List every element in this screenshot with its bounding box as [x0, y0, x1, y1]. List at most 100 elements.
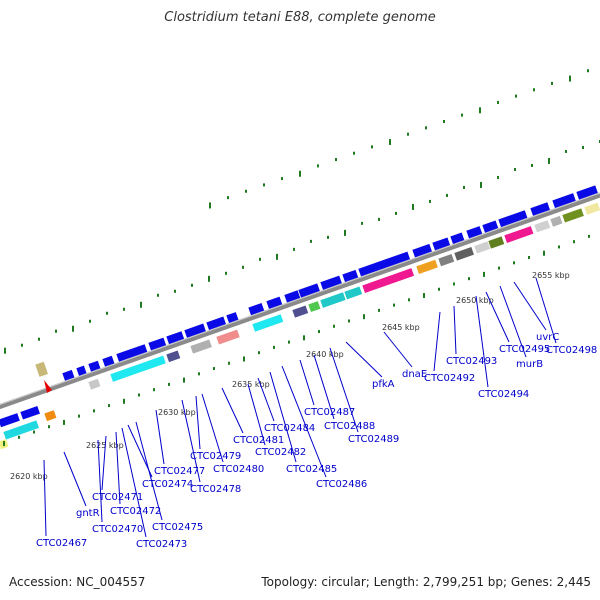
- gene-feature: [166, 331, 185, 345]
- gene-feature: [454, 247, 474, 261]
- outer-tick-track: [4, 69, 600, 354]
- kbp-label: 2655 kbp: [532, 271, 570, 280]
- callout-line: [115, 431, 121, 505]
- gene-label: CTC02478: [190, 484, 241, 495]
- gene-feature: [482, 220, 499, 233]
- gene-feature: [344, 286, 363, 300]
- gene-feature: [342, 269, 359, 283]
- gene-label: CTC02486: [316, 479, 367, 490]
- callout-line: [453, 305, 457, 355]
- gene-feature: [166, 350, 181, 363]
- gene-label: pfkA: [372, 379, 395, 390]
- callout-line: [195, 395, 201, 450]
- gene-feature: [308, 301, 321, 313]
- gene-feature: [412, 243, 432, 258]
- gene-feature: [292, 305, 309, 318]
- red-marker-icon: [44, 380, 52, 393]
- callout-line: [63, 451, 87, 507]
- callout-line: [201, 393, 224, 463]
- gene-feature: [184, 323, 206, 338]
- kbp-label: 2635 kbp: [232, 380, 270, 389]
- gene-feature: [248, 302, 265, 316]
- callout-line: [345, 341, 383, 378]
- gene-label: CTC02473: [136, 539, 187, 550]
- gene-label: CTC02479: [190, 451, 241, 462]
- map-title: Clostridium tetani E88, complete genome: [164, 10, 436, 25]
- gene-feature: [466, 226, 483, 239]
- gene-feature: [416, 259, 438, 274]
- callout-line: [97, 439, 103, 523]
- genome-backbone: [0, 192, 600, 410]
- gene-label: CTC02474: [142, 479, 193, 490]
- backbone-line: [0, 192, 600, 410]
- gene-feature: [432, 237, 451, 251]
- gene-feature: [562, 208, 584, 223]
- gene-feature: [76, 365, 87, 376]
- gene-feature: [62, 369, 75, 381]
- gene-feature: [266, 296, 283, 309]
- gene-feature: [584, 202, 600, 215]
- gene-callouts: CTC02467 gntR CTC02470 CTC02471 CTC02472 CTC0…: [36, 277, 597, 550]
- gene-feature: [550, 215, 563, 227]
- kbp-label: 2630 kbp: [158, 408, 196, 417]
- callout-line: [475, 295, 489, 388]
- gene-label: dnaE: [402, 369, 427, 380]
- gene-feature: [0, 413, 20, 428]
- gene-feature: [226, 312, 239, 323]
- gene-feature: [362, 268, 415, 294]
- gene-feature: [534, 220, 551, 233]
- gene-label: CTC02482: [255, 447, 306, 458]
- gene-label: CTC02471: [92, 492, 143, 503]
- gene-label: murB: [516, 359, 543, 370]
- gene-feature: [320, 275, 342, 290]
- genome-summary-text: Topology: circular; Length: 2,799,251 bp…: [261, 575, 591, 589]
- gene-label: CTC02498: [546, 345, 597, 356]
- gene-label: CTC02488: [324, 421, 375, 432]
- callout-line: [43, 459, 47, 537]
- gene-label: CTC02485: [286, 464, 337, 475]
- gene-feature: [438, 254, 455, 267]
- origin-marker: [35, 361, 52, 393]
- callout-line: [121, 427, 147, 538]
- kbp-label: 2640 kbp: [306, 350, 344, 359]
- callout-line: [433, 311, 441, 372]
- callout-line: [329, 347, 359, 433]
- gene-feature: [216, 329, 240, 345]
- callout-line: [299, 359, 315, 406]
- gene-label: CTC02489: [348, 434, 399, 445]
- callout-line: [281, 365, 327, 478]
- callout-line: [135, 421, 163, 521]
- gene-feature: [450, 232, 465, 244]
- gene-label: CTC02480: [213, 464, 264, 475]
- backbone-highlight: [0, 192, 600, 406]
- callout-line: [485, 291, 510, 343]
- gene-feature: [298, 283, 320, 298]
- kbp-label: 2620 kbp: [10, 472, 48, 481]
- gene-feature: [504, 226, 534, 243]
- callout-line: [269, 371, 297, 463]
- gene-label: gntR: [76, 508, 100, 519]
- gene-feature: [252, 314, 284, 332]
- callout-line: [499, 285, 527, 358]
- gene-feature: [284, 290, 301, 303]
- callout-line: [101, 435, 107, 491]
- gene-label: CTC02472: [110, 506, 161, 517]
- gene-feature: [110, 355, 166, 382]
- gene-feature: [498, 210, 528, 228]
- gene-feature: [474, 241, 491, 254]
- gene-feature: [116, 344, 148, 362]
- gene-feature: [576, 185, 598, 200]
- gene-feature: [190, 339, 212, 354]
- callout-line: [155, 409, 165, 465]
- gene-label: CTC02484: [264, 423, 315, 434]
- gene-label: CTC02467: [36, 538, 87, 549]
- gene-label: CTC02475: [152, 522, 203, 533]
- callout-line: [383, 331, 413, 368]
- gene-feature: [88, 378, 101, 390]
- gene-feature: [358, 251, 411, 277]
- gene-features: [0, 185, 600, 450]
- gene-feature: [206, 316, 226, 330]
- gene-feature: [88, 360, 101, 372]
- gene-label: CTC02492: [424, 373, 475, 384]
